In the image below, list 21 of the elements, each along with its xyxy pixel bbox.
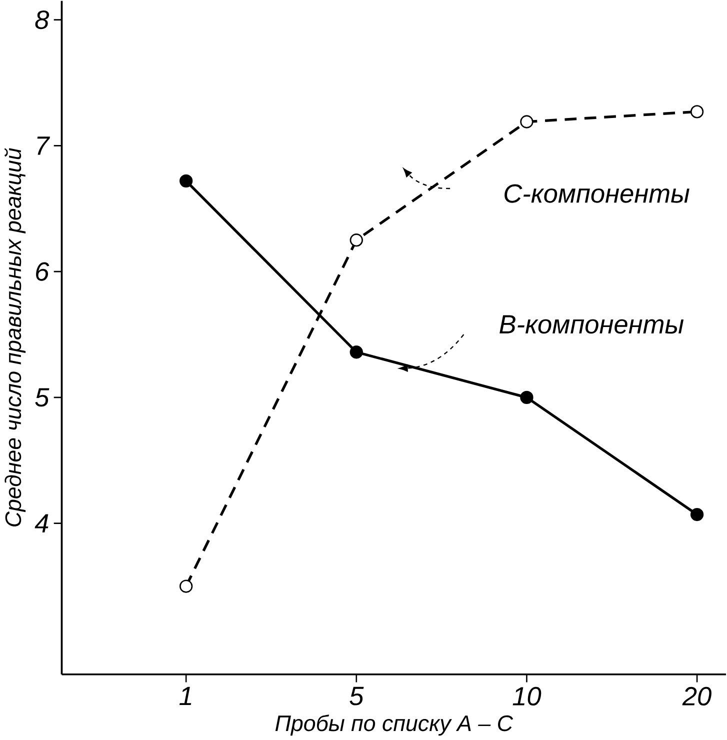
point — [690, 105, 704, 118]
y-tick-label: 5 — [35, 388, 50, 407]
x-axis-title: Пробы по списку А – С — [275, 714, 514, 736]
y-tick-label: 4 — [34, 514, 48, 532]
y-tick-label: 6 — [36, 262, 50, 281]
x-tick-label: 1 — [179, 686, 192, 706]
y-tick-label: 7 — [37, 136, 50, 155]
y-axis-title: Среднее число правильных реакций — [4, 148, 26, 526]
text: В-компоненты — [500, 315, 684, 334]
x-tick-label: 5 — [350, 686, 364, 706]
point — [690, 508, 704, 522]
legend-label: С-компоненты — [504, 184, 690, 203]
point — [520, 390, 534, 404]
point — [520, 115, 534, 128]
point — [350, 234, 364, 247]
point — [180, 580, 193, 593]
point — [350, 346, 364, 359]
y-tick-label: 8 — [35, 10, 50, 30]
x-tick-label: 10 — [512, 686, 542, 706]
point — [180, 174, 193, 188]
x-tick-label: 20 — [682, 686, 712, 706]
